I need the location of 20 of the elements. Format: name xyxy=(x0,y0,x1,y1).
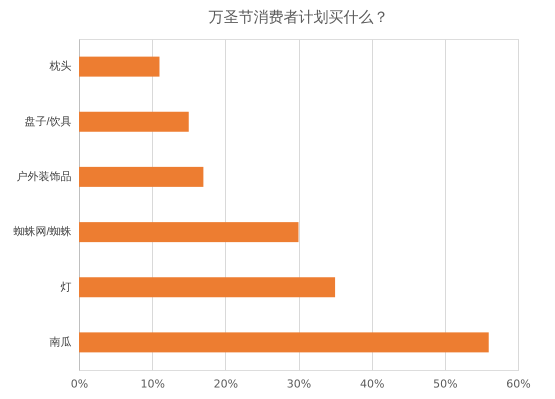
x-tick-label: 60% xyxy=(506,378,531,390)
bar xyxy=(79,56,160,77)
y-tick-label: 枕头 xyxy=(48,60,72,73)
x-tick-label: 10% xyxy=(140,378,165,390)
x-tick-label: 20% xyxy=(214,378,238,390)
bar xyxy=(79,112,189,132)
y-tick-label: 蜘蛛网/蜘蛛 xyxy=(13,225,72,238)
y-tick-label: 南瓜 xyxy=(50,335,72,348)
bar xyxy=(79,166,204,187)
bar xyxy=(79,332,489,352)
bar xyxy=(79,277,336,298)
x-tick-label: 0% xyxy=(70,378,88,390)
x-tick-label: 40% xyxy=(360,378,384,390)
x-tick-label: 30% xyxy=(286,378,312,390)
y-tick-label: 户外装饰品 xyxy=(16,170,72,183)
x-tick-label: 50% xyxy=(433,378,458,390)
y-tick-label: 盘子/饮具 xyxy=(24,116,72,128)
chart-title: 万圣节消费者计划买什么？ xyxy=(208,9,388,26)
y-tick-label: 灯 xyxy=(60,281,72,294)
bar xyxy=(79,222,298,242)
